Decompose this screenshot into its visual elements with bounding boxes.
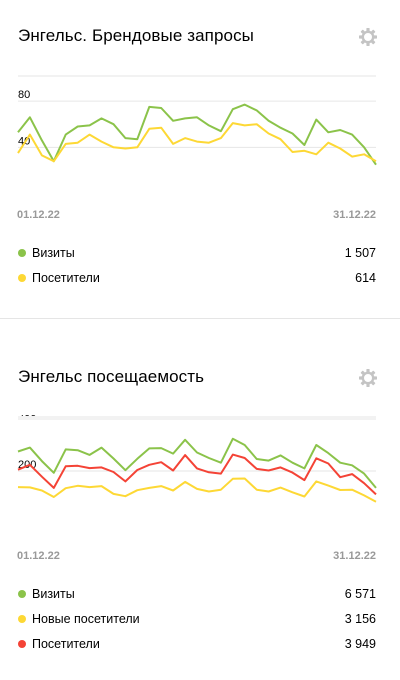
- legend-value: 6 571: [344, 587, 376, 601]
- widget-gap: [0, 319, 400, 341]
- legend-label: Посетители: [32, 637, 100, 651]
- series-line: [17, 437, 377, 489]
- date-start: 01.12.22: [17, 550, 60, 562]
- legend-value: 614: [355, 271, 376, 285]
- legend-item-new-visitors[interactable]: Новые посетители 3 156: [18, 611, 376, 636]
- line-chart: 200400: [0, 415, 400, 527]
- date-end: 31.12.22: [333, 209, 376, 221]
- legend: Визиты 6 571 Новые посетители 3 156 Посе…: [18, 586, 376, 661]
- widget-title: Энгельс. Брендовые запросы: [18, 26, 254, 45]
- legend-dot: [18, 590, 26, 598]
- y-tick-label: 400: [18, 415, 36, 419]
- legend-item-visitors[interactable]: Посетители 3 949: [18, 636, 376, 661]
- widget-traffic: Энгельс посещаемость 200400: [0, 341, 400, 680]
- legend-value: 3 156: [344, 612, 376, 626]
- widget-title: Энгельс посещаемость: [18, 367, 205, 386]
- legend-value: 1 507: [344, 246, 376, 260]
- legend-label: Визиты: [32, 246, 75, 260]
- legend-value: 3 949: [344, 637, 376, 651]
- gear-icon[interactable]: [358, 368, 378, 388]
- divider: [0, 318, 400, 319]
- gear-icon[interactable]: [358, 27, 378, 47]
- legend-dot: [18, 615, 26, 623]
- widget-brand-queries: Энгельс. Брендовые запросы 40 8: [0, 0, 400, 318]
- legend-label: Посетители: [32, 271, 100, 285]
- legend: Визиты 1 507 Посетители 614: [18, 245, 376, 295]
- line-chart: 40 80: [0, 74, 400, 186]
- legend-dot: [18, 249, 26, 257]
- legend-item-visitors[interactable]: Посетители 614: [18, 270, 376, 295]
- legend-label: Визиты: [32, 587, 75, 601]
- y-tick-label: 80: [18, 89, 30, 101]
- legend-item-visits[interactable]: Визиты 6 571: [18, 586, 376, 611]
- legend-dot: [18, 274, 26, 282]
- date-start: 01.12.22: [17, 209, 60, 221]
- series-line: [17, 453, 377, 496]
- legend-item-visits[interactable]: Визиты 1 507: [18, 245, 376, 270]
- date-end: 31.12.22: [333, 550, 376, 562]
- legend-label: Новые посетители: [32, 612, 140, 626]
- series-line: [17, 477, 377, 503]
- series-line: [17, 122, 377, 163]
- series-line: [17, 103, 377, 166]
- chart-svg: 200400: [17, 415, 377, 503]
- legend-dot: [18, 640, 26, 648]
